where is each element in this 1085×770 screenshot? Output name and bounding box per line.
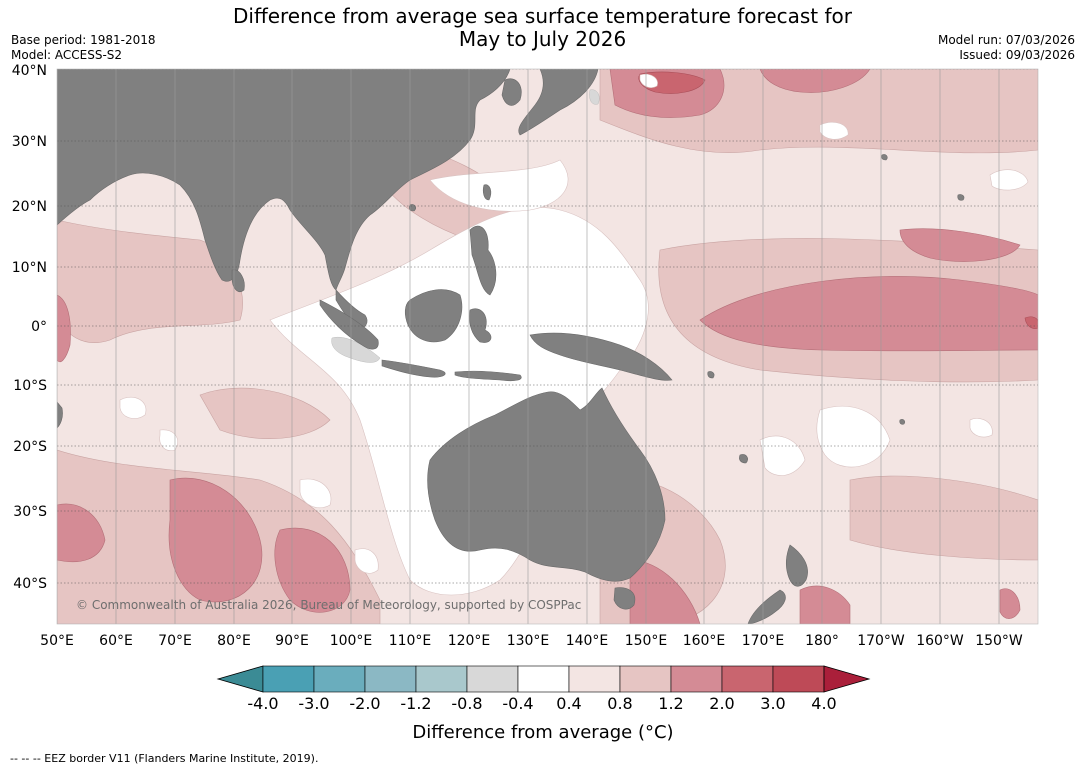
lon-label: 90°E [275,633,309,649]
colorbar-tick-label: -3.0 [298,694,329,713]
lon-label: 150°E [625,633,668,649]
colorbar-title: Difference from average (°C) [412,722,673,743]
colorbar-segment [415,665,468,693]
lon-label: 110°E [389,633,432,649]
title-line-1: Difference from average sea surface temp… [232,4,852,28]
colorbar: -4.0 -3.0 -2.0 -1.2 -0.8 -0.4 0.4 0.8 1.… [216,665,871,743]
colorbar-tick-label: -0.8 [451,694,482,713]
colorbar-tick-label: 0.4 [556,694,581,713]
colorbar-tick-label: 3.0 [760,694,785,713]
lon-label: 180° [805,633,839,649]
lon-label: 100°E [330,633,373,649]
lon-label: 60°E [99,633,133,649]
graticule [57,69,1038,584]
lon-label: 50°E [40,633,74,649]
lon-label: 160°W [916,633,964,649]
colorbar-segment [466,665,519,693]
anomaly-negative-patches [331,89,600,363]
colorbar-segment [619,665,672,693]
lat-label: 20°S [13,439,47,455]
colorbar-tick-label: -0.4 [502,694,533,713]
lon-label: 150°W [975,633,1023,649]
colorbar-segment [313,665,366,693]
colorbar-segment [364,665,417,693]
model-run-label: Model run: 07/03/2026 [937,33,1075,47]
colorbar-right-arrow [823,665,871,693]
lat-label: 20°N [12,199,47,215]
colorbar-tick-label: 1.2 [658,694,683,713]
longitude-labels: 50°E 60°E 70°E 80°E 90°E 100°E 110°E 120… [40,633,1023,649]
lon-label: 80°E [217,633,251,649]
colorbar-tick-label: -1.2 [400,694,431,713]
colorbar-tick-label: -4.0 [247,694,278,713]
land-masses [57,69,965,624]
map-panel: © Commonwealth of Australia 2026, Bureau… [57,69,1038,624]
lat-label: 10°S [13,378,47,394]
issued-label: Issued: 09/03/2026 [959,48,1075,62]
lon-label: 120°E [448,633,491,649]
colorbar-segment [262,665,315,693]
lon-label: 70°E [158,633,192,649]
title-line-2: May to July 2026 [458,27,627,51]
colorbar-left-arrow [216,665,264,693]
latitude-labels: 40°N 30°N 20°N 10°N 0° 10°S 20°S 30°S 40… [12,63,47,592]
anomaly-near-zero-patches [119,73,1029,596]
lat-label: 30°S [13,504,47,520]
model-label: Model: ACCESS-S2 [11,48,123,62]
map-frame [56,68,1039,625]
lat-label: 30°N [12,134,47,150]
lon-label: 130°E [507,633,550,649]
lon-label: 160°E [683,633,726,649]
sst-anomaly-map: © Commonwealth of Australia 2026, Bureau… [12,63,1039,743]
colorbar-segment [670,665,723,693]
colorbar-tick-label: 4.0 [811,694,836,713]
lon-label: 140°E [566,633,609,649]
colorbar-segment [517,665,570,693]
copyright-notice: © Commonwealth of Australia 2026, Bureau… [76,598,581,612]
colorbar-tick-label: 2.0 [709,694,734,713]
colorbar-tick-label: -2.0 [349,694,380,713]
anomaly-2-0-3-0-patches [638,71,1038,329]
colorbar-segment [772,665,825,693]
lat-label: 40°S [13,576,47,592]
lon-label: 170°W [857,633,905,649]
lat-label: 10°N [12,260,47,276]
anomaly-1-2-2-0-patches [57,69,1038,624]
lat-label: 0° [31,319,47,335]
base-period-label: Base period: 1981-2018 [11,33,156,47]
colorbar-tick-label: 0.8 [607,694,632,713]
colorbar-segment [721,665,774,693]
lat-label: 40°N [12,63,47,79]
colorbar-segment [568,665,621,693]
eez-footnote: -- -- -- EEZ border V11 (Flanders Marine… [10,752,319,765]
lon-label: 170°E [742,633,785,649]
meridians [57,69,1000,624]
